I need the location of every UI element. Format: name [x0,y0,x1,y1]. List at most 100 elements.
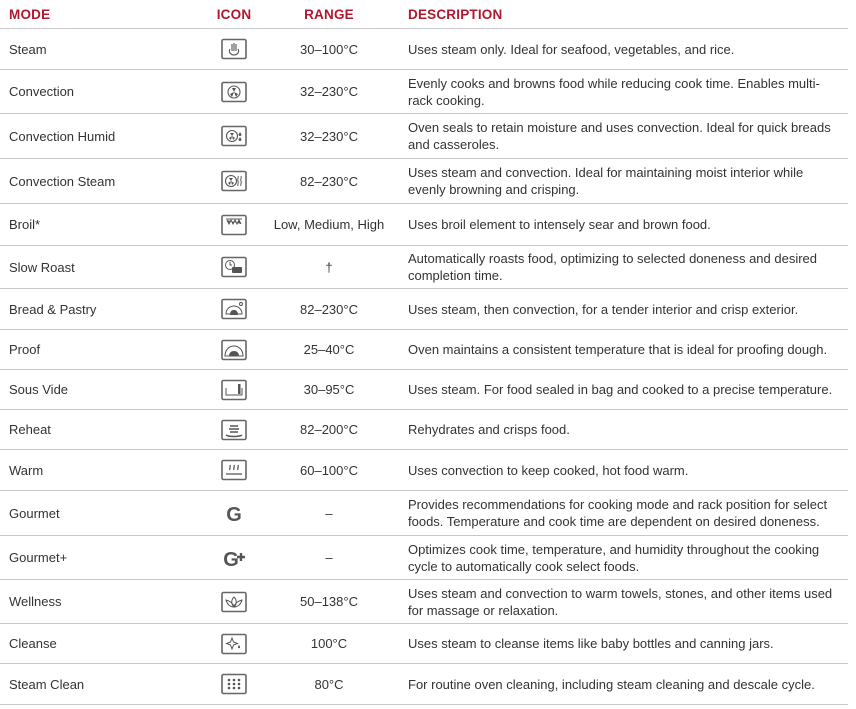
mode-description: Provides recommendations for cooking mod… [389,490,848,536]
mode-description: Uses steam only. Ideal for seafood, vege… [389,28,848,70]
fan-droplet-icon [220,125,248,147]
mode-name: Proof [0,329,199,370]
mode-description: Evenly cooks and browns food while reduc… [389,69,848,114]
mode-name: Warm [0,449,199,491]
header-range: RANGE [269,0,389,29]
mode-description: Oven maintains a consistent temperature … [389,329,848,370]
table-row: Broil* Low, Medium, High Uses broil elemen… [0,203,848,246]
mode-description: Oven seals to retain moisture and uses c… [389,113,848,159]
mode-name: Convection Steam [0,158,199,204]
icon-cell [199,579,269,624]
temperature-range: 30–95°C [269,369,389,410]
table-row: Convection Humid 32–230°C Oven seals to re… [0,113,848,159]
temperature-range: 50–138°C [269,579,389,624]
icon-cell [199,329,269,370]
gourmet-plus-icon: G [220,547,248,569]
icon-cell [199,288,269,330]
table-row: Convection Steam 82–230°C Uses steam and c… [0,158,848,204]
mode-description: Uses steam, then convection, for a tende… [389,288,848,330]
temperature-range: 25–40°C [269,329,389,370]
icon-cell [199,69,269,114]
icon-cell: G [199,490,269,536]
temperature-range: 32–230°C [269,69,389,114]
mode-description: For routine oven cleaning, including ste… [389,663,848,705]
mode-description: Uses steam and convection. Ideal for mai… [389,158,848,204]
temperature-range: † [269,245,389,289]
sparkle-icon [220,633,248,655]
mode-description: Uses broil element to intensely sear and… [389,203,848,246]
table-row: Wellness 50–138°C Uses steam and convectio… [0,579,848,624]
icon-cell [199,663,269,705]
mode-name: Gourmet+ [0,535,199,580]
temperature-range: 82–200°C [269,409,389,450]
temperature-range: – [269,490,389,536]
table-row: Slow Roast † Automatically roasts food, op… [0,245,848,289]
temperature-range: 82–230°C [269,288,389,330]
icon-cell [199,245,269,289]
icon-cell [199,28,269,70]
temperature-range: 30–100°C [269,28,389,70]
broil-icon [220,214,248,236]
table-row: Gourmet G – Provides recommendations for co… [0,490,848,536]
mode-description: Automatically roasts food, optimizing to… [389,245,848,289]
proof-icon [220,339,248,361]
table-row: Sous Vide 30–95°C Uses steam. For food sea… [0,369,848,410]
icon-cell [199,158,269,204]
mode-name: Slow Roast [0,245,199,289]
icon-cell [199,623,269,664]
fan-steam-icon [220,170,248,192]
table-row: Cleanse 100°C Uses steam to cleanse items … [0,623,848,664]
mode-name: Steam [0,28,199,70]
mode-description: Uses steam and convection to warm towels… [389,579,848,624]
table-row: Convection 32–230°C Evenly cooks and brown… [0,69,848,114]
mode-description: Uses steam. For food sealed in bag and c… [389,369,848,410]
steam-icon [220,38,248,60]
mode-description: Uses convection to keep cooked, hot food… [389,449,848,491]
lotus-icon [220,591,248,613]
temperature-range: 82–230°C [269,158,389,204]
mode-name: Convection Humid [0,113,199,159]
svg-text:G: G [223,549,239,569]
table-row: Steam 30–100°C Uses steam only. Ideal for … [0,28,848,70]
gourmet-icon: G [220,502,248,524]
fan-icon [220,81,248,103]
temperature-range: 80°C [269,663,389,705]
mode-description: Rehydrates and crisps food. [389,409,848,450]
mode-description: Uses steam to cleanse items like baby bo… [389,623,848,664]
table-row: Reheat 82–200°C Rehydrates and crisps food… [0,409,848,450]
header-row: MODE ICON RANGE DESCRIPTION [0,0,848,29]
mode-name: Sous Vide [0,369,199,410]
mode-name: Gourmet [0,490,199,536]
temperature-range: Low, Medium, High [269,203,389,246]
mode-name: Convection [0,69,199,114]
icon-cell: G [199,535,269,580]
temperature-range: 60–100°C [269,449,389,491]
bread-pastry-icon [220,298,248,320]
table-row: Warm 60–100°C Uses convection to keep cook… [0,449,848,491]
steam-clean-icon [220,673,248,695]
icon-cell [199,203,269,246]
icon-cell [199,409,269,450]
temperature-range: 32–230°C [269,113,389,159]
mode-name: Broil* [0,203,199,246]
mode-name: Reheat [0,409,199,450]
table-row: Gourmet+ G – Optimizes cook time, temperatu… [0,535,848,580]
svg-text:G: G [226,504,242,524]
icon-cell [199,449,269,491]
clock-pot-icon [220,256,248,278]
icon-cell [199,113,269,159]
reheat-icon [220,419,248,441]
header-description: DESCRIPTION [389,0,848,29]
table-row: Bread & Pastry 82–230°C Uses steam, then c… [0,288,848,330]
header-mode: MODE [0,0,199,29]
icon-cell [199,369,269,410]
mode-description: Optimizes cook time, temperature, and hu… [389,535,848,580]
mode-name: Wellness [0,579,199,624]
mode-name: Steam Clean [0,663,199,705]
table-row: Steam Clean 80°C For routine oven cleaning… [0,663,848,705]
header-icon: ICON [199,0,269,29]
table-row: Proof 25–40°C Oven maintains a consistent … [0,329,848,370]
sous-vide-icon [220,379,248,401]
warm-icon [220,459,248,481]
